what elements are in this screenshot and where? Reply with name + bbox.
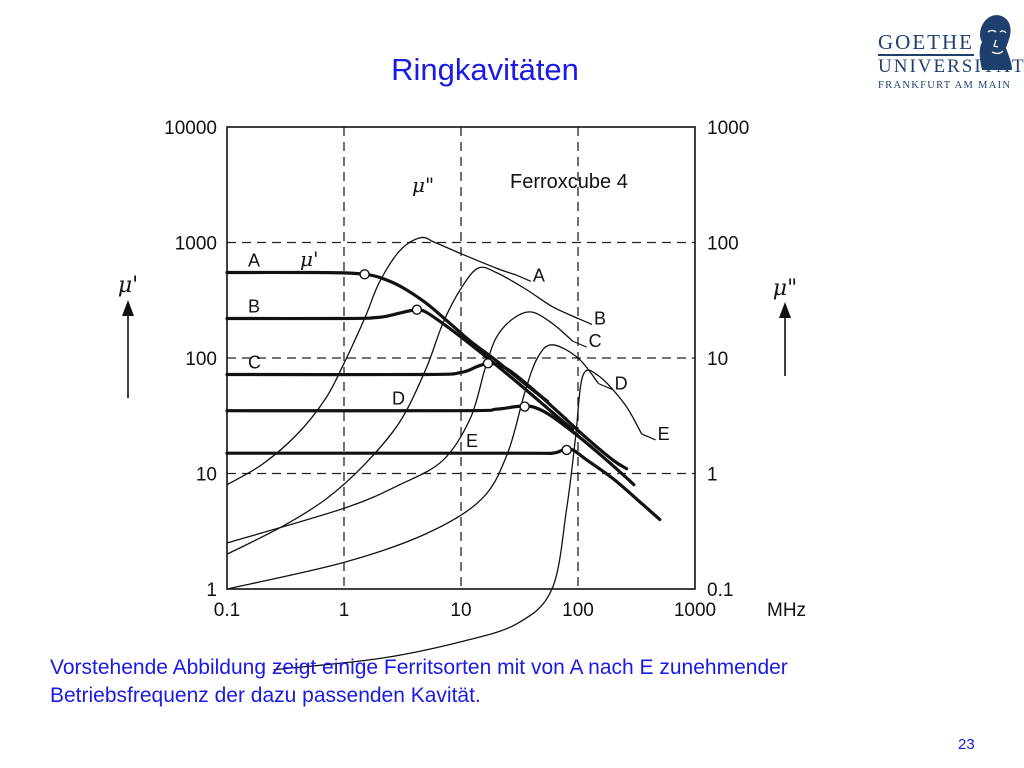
y-right-tick-label: 1 [707,465,718,486]
y-right-axis-label: μ" [773,276,797,301]
y-right-tick-label: 100 [707,234,739,255]
mu-prime-label-a: A [248,250,260,270]
crossover-marker-a [359,269,370,280]
mu-prime-label-d: D [392,389,405,409]
crossover-markers [359,269,572,456]
chart-grid [227,127,695,589]
mu-double-prime-leader-d [598,383,613,391]
mu-prime-curve-a [225,270,550,404]
y-right-tick-label: 10 [707,349,728,370]
crossover-marker-b [411,304,423,315]
logo-divider [878,54,974,56]
x-tick-label: 0.1 [214,600,240,621]
mu-prime-label-e: E [466,431,478,451]
mu-double-prime-label-c: C [589,331,602,351]
y-left-tick-label: 10000 [164,118,217,139]
mu-double-prime-curve-d [226,344,600,590]
mu-double-prime-leader-a [516,274,532,282]
crossover-marker-c [482,358,494,369]
crossover-marker-e [561,444,572,456]
mu-double-prime-curve-a [226,236,518,486]
mu-prime-curve-d [225,404,636,487]
mu-prime-curve-c [225,361,629,471]
mu-double-prime-label-e: E [658,424,670,444]
mu-double-prime-leader-b [577,317,593,326]
y-left-axis-label: μ' [118,273,138,298]
y-right-tick-label: 0.1 [707,580,733,601]
chart-labels: 0.1 1 10 100 1000 MHz1101001000100000.1110100… [118,118,806,621]
y-left-tick-label: 10 [196,465,217,486]
logo-line-city: FRANKFURT AM MAIN [878,80,1012,91]
slide-caption: Vorstehende Abbildung zeigt einige Ferri… [50,654,980,710]
slide-title: Ringkavitäten [391,52,579,87]
mu-prime-curve-annotation: μ' [300,247,319,271]
chart-frame [226,126,696,590]
mu-double-prime-label-d: D [615,374,628,394]
mu-prime-label-c: C [248,352,261,372]
mu-double-prime-leader-e [641,433,656,441]
crossover-marker-d [519,401,530,412]
x-tick-label: 1 [339,600,350,621]
chart-title: Ferroxcube 4 [510,171,628,193]
mu-double-prime-curve-c [226,311,574,544]
y-left-tick-label: 1 [206,580,217,601]
y-left-tick-label: 100 [185,349,217,370]
caption-line-2: Betriebsfrequenz der dazu passenden Kavi… [50,684,481,707]
goethe-portrait-icon [979,15,1012,70]
x-tick-label: 1000 [674,600,716,621]
university-logo: GOETHE UNIVERSITÄT FRANKFURT AM MAIN [872,8,1024,96]
mu-double-prime-curve-e [273,369,643,671]
page-number: 23 [958,736,975,753]
y-left-tick-label: 1000 [175,234,217,255]
y-right-tick-label: 1000 [707,118,749,139]
mu-double-prime-leader-c [572,340,587,348]
mu-prime-curve-b [225,308,575,432]
mu-double-prime-curve-annotation: μ" [412,173,434,197]
y-right-axis-arrow-head [779,302,791,318]
logo-line-goethe: GOETHE [878,30,974,54]
mu-double-prime-label-b: B [594,308,606,328]
caption-line-1: Vorstehende Abbildung zeigt einige Ferri… [50,656,788,679]
logo-line-university: UNIVERSITÄT [878,56,1024,77]
plot-frame [226,126,696,590]
x-tick-label: 100 [562,600,594,621]
mu-double-prime-label-a: A [533,265,545,285]
x-axis-unit-label: MHz [767,600,806,621]
x-tick-label: 10 [450,600,471,621]
y-left-axis-arrow-head [122,300,134,316]
mu-prime-label-b: B [248,296,260,316]
